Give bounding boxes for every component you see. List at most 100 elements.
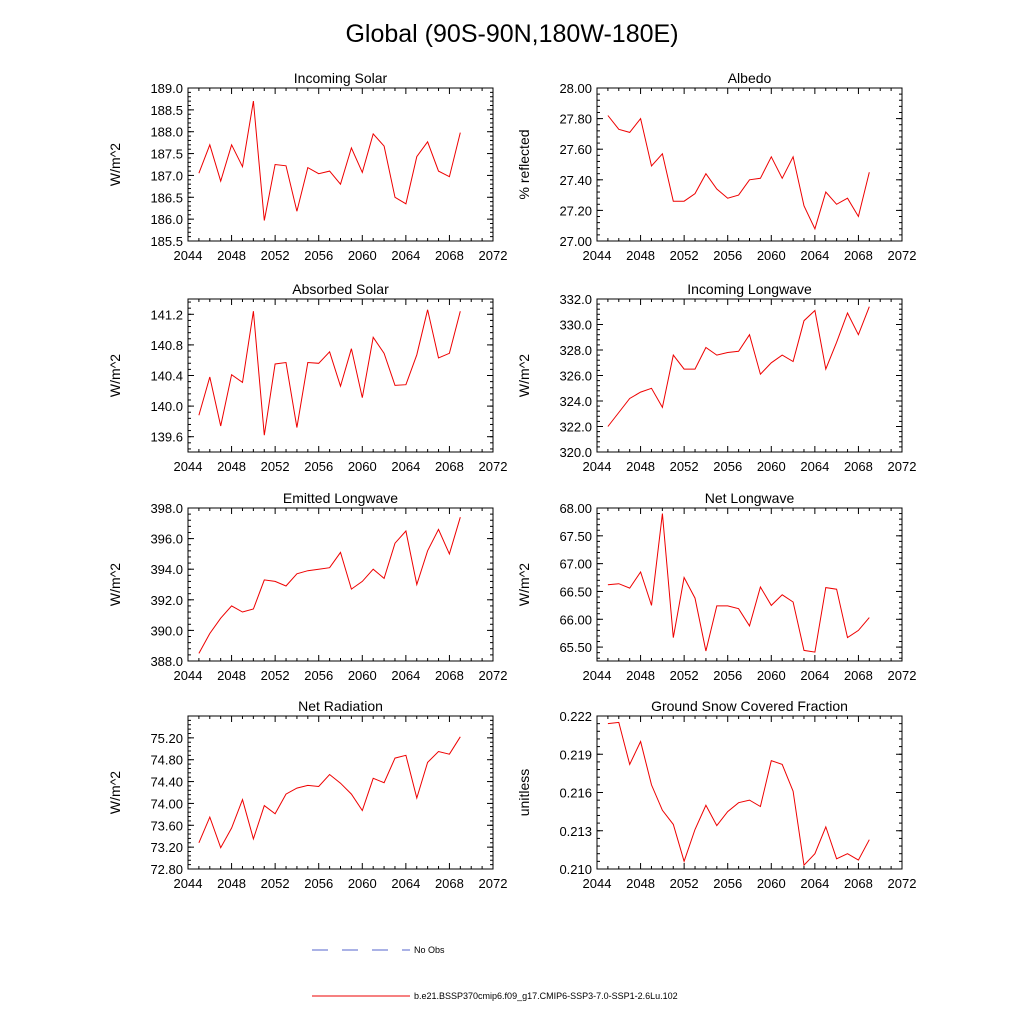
data-point <box>651 605 652 606</box>
data-point <box>782 764 783 765</box>
data-point <box>307 570 308 571</box>
data-point <box>651 388 652 389</box>
data-point <box>394 757 395 758</box>
data-point <box>460 736 461 737</box>
x-tick-label: 2044 <box>174 876 203 891</box>
data-point <box>220 425 221 426</box>
panel-2: Albedo % reflected 2044 2048 2052 2056 2060 206… <box>516 70 916 263</box>
data-point <box>618 412 619 413</box>
data-point <box>296 573 297 574</box>
data-point <box>760 374 761 375</box>
data-point <box>792 791 793 792</box>
x-tick-label: 2044 <box>583 248 612 263</box>
data-point <box>340 386 341 387</box>
panel-7: Net Radiation W/m^2 2044 2048 2052 2056 2060 20… <box>107 698 507 891</box>
x-tick-label: 2064 <box>800 459 829 474</box>
y-tick-label: 188.0 <box>150 125 183 140</box>
data-point <box>209 376 210 377</box>
data-point <box>296 211 297 212</box>
data-point <box>858 216 859 217</box>
data-point <box>803 320 804 321</box>
data-point <box>253 101 254 102</box>
panel-3: Absorbed Solar W/m^2 2044 2048 2052 2056 2060 2… <box>107 281 507 474</box>
data-point <box>803 205 804 206</box>
x-tick-label: 2068 <box>435 876 464 891</box>
data-point <box>782 594 783 595</box>
panel-title: Albedo <box>728 70 772 86</box>
x-tick-label: 2048 <box>626 876 655 891</box>
data-point <box>814 310 815 311</box>
x-tick-label: 2072 <box>888 248 917 263</box>
y-tick-label: 189.0 <box>150 81 183 96</box>
data-point <box>716 825 717 826</box>
data-point <box>705 173 706 174</box>
plot-frame <box>187 715 494 870</box>
data-point <box>318 786 319 787</box>
data-point <box>275 581 276 582</box>
data-point <box>760 178 761 179</box>
x-tick-label: 2056 <box>304 876 333 891</box>
y-tick-label: 67.50 <box>559 529 592 544</box>
x-tick-label: 2052 <box>670 668 699 683</box>
x-tick-label: 2068 <box>435 459 464 474</box>
data-point <box>329 567 330 568</box>
y-tick-label: 74.80 <box>150 753 183 768</box>
data-point <box>318 173 319 174</box>
data-point <box>629 588 630 589</box>
x-tick-label: 2044 <box>583 876 612 891</box>
data-point <box>869 172 870 173</box>
data-point <box>329 351 330 352</box>
figure-title: Global (90S-90N,180W-180E) <box>345 20 678 48</box>
y-tick-label: 72.80 <box>150 862 183 877</box>
data-point <box>460 132 461 133</box>
data-point <box>618 722 619 723</box>
data-point <box>716 355 717 356</box>
data-point <box>427 762 428 763</box>
data-point <box>825 369 826 370</box>
data-point <box>264 579 265 580</box>
y-tick-label: 68.00 <box>559 501 592 516</box>
x-tick-label: 2048 <box>217 668 246 683</box>
data-point <box>383 146 384 147</box>
y-tick-label: 66.00 <box>559 612 592 627</box>
data-point <box>242 611 243 612</box>
data-point <box>607 115 608 116</box>
data-point <box>858 859 859 860</box>
plot-frame <box>187 298 494 453</box>
data-point <box>351 588 352 589</box>
data-point <box>405 755 406 756</box>
data-point <box>825 191 826 192</box>
data-point <box>727 198 728 199</box>
data-point <box>449 754 450 755</box>
data-point <box>662 810 663 811</box>
x-tick-label: 2068 <box>844 459 873 474</box>
y-tick-label: 324.0 <box>559 394 592 409</box>
data-point <box>607 426 608 427</box>
x-tick-label: 2044 <box>583 668 612 683</box>
plot-frame <box>596 507 903 662</box>
y-tick-label: 396.0 <box>150 532 183 547</box>
data-point <box>329 774 330 775</box>
data-point <box>394 385 395 386</box>
data-point <box>869 306 870 307</box>
data-point <box>716 188 717 189</box>
x-tick-label: 2052 <box>670 248 699 263</box>
x-tick-label: 2068 <box>844 668 873 683</box>
plot-frame <box>596 298 903 453</box>
x-tick-label: 2056 <box>713 876 742 891</box>
panel-title: Net Radiation <box>298 698 383 714</box>
panel-title: Incoming Longwave <box>687 281 812 297</box>
data-point <box>869 617 870 618</box>
y-tick-label: 73.60 <box>150 818 183 833</box>
legend: No Obs b.e21.BSSP370cmip6.f09_g17.CMIP6-… <box>312 945 678 1001</box>
data-point <box>673 201 674 202</box>
data-point <box>307 785 308 786</box>
data-point <box>253 311 254 312</box>
x-tick-label: 2060 <box>348 248 377 263</box>
y-tick-label: 75.20 <box>150 731 183 746</box>
data-point <box>684 201 685 202</box>
panel-title: Absorbed Solar <box>292 281 389 297</box>
data-point <box>792 601 793 602</box>
y-axis-label: W/m^2 <box>107 563 123 606</box>
